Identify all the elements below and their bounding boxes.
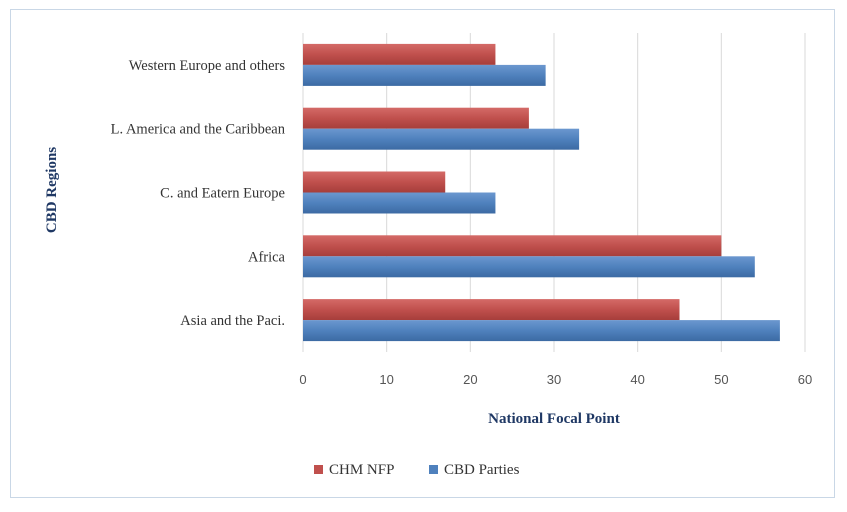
x-tick-30: 30 bbox=[547, 372, 561, 387]
bar-cbd-parties-c-and-eatern-europe bbox=[303, 192, 496, 214]
bar-cbd-parties-asia-and-the-paci bbox=[303, 320, 780, 342]
legend[interactable]: CHM NFP CBD Parties bbox=[314, 462, 520, 478]
legend-label-chm-nfp: CHM NFP bbox=[329, 462, 394, 478]
legend-label-cbd-parties: CBD Parties bbox=[444, 462, 520, 478]
category-label-c-and-eatern-europe: C. and Eatern Europe bbox=[160, 186, 285, 202]
bar-chm-nfp-l-america-and-the-caribbean bbox=[303, 107, 529, 129]
bars-group bbox=[303, 43, 780, 342]
bar-cbd-parties-western-europe-and-others bbox=[303, 64, 546, 86]
y-axis-title: CBD Regions bbox=[44, 147, 60, 233]
gridlines bbox=[302, 33, 806, 352]
x-axis-title: National Focal Point bbox=[488, 411, 620, 427]
x-tick-10: 10 bbox=[379, 372, 393, 387]
bar-cbd-parties-l-america-and-the-caribbean bbox=[303, 128, 580, 150]
bar-cbd-parties-africa bbox=[303, 256, 755, 278]
category-label-western-europe-and-others: Western Europe and others bbox=[129, 58, 286, 74]
category-label-africa: Africa bbox=[248, 249, 286, 265]
category-label-asia-and-the-paci: Asia and the Paci. bbox=[180, 313, 285, 329]
bar-chm-nfp-western-europe-and-others bbox=[303, 43, 496, 65]
x-tick-20: 20 bbox=[463, 372, 477, 387]
legend-swatch-chm-nfp bbox=[314, 465, 323, 474]
bar-chm-nfp-africa bbox=[303, 235, 722, 257]
x-tick-0: 0 bbox=[299, 372, 306, 387]
x-tick-40: 40 bbox=[630, 372, 644, 387]
category-label-l-america-and-the-caribbean: L. America and the Caribbean bbox=[111, 122, 286, 138]
x-tick-labels: 0 10 20 30 40 50 60 bbox=[299, 372, 812, 387]
bar-chm-nfp-c-and-eatern-europe bbox=[303, 171, 446, 193]
bar-chm-nfp-asia-and-the-paci bbox=[303, 299, 680, 321]
x-tick-60: 60 bbox=[798, 372, 812, 387]
legend-swatch-cbd-parties bbox=[429, 465, 438, 474]
category-labels: Asia and the Paci. Africa C. and Eatern Eu… bbox=[111, 58, 286, 329]
x-tick-50: 50 bbox=[714, 372, 728, 387]
